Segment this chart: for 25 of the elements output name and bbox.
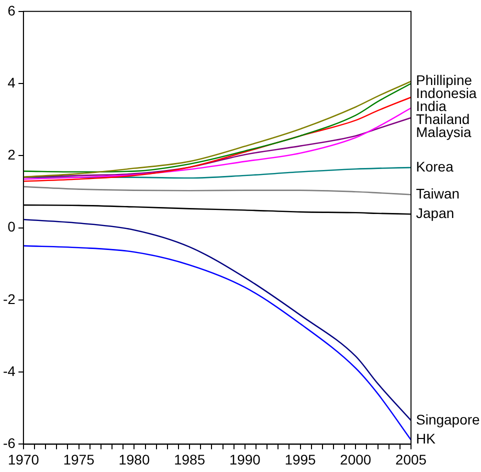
line-series — [23, 186, 411, 196]
x-tick-label: 1990 — [229, 451, 261, 468]
y-tick-label: 2 — [8, 146, 16, 163]
line-series — [23, 245, 411, 441]
series-label: HK — [416, 430, 436, 447]
y-tick-label: -6 — [2, 435, 16, 452]
x-tick-label: 1970 — [8, 451, 40, 468]
y-tick-label: 4 — [8, 74, 16, 90]
x-tick-label: 1975 — [63, 451, 95, 468]
line-series — [23, 117, 411, 178]
y-tick-label: -2 — [2, 290, 16, 307]
y-tick-label: 0 — [8, 218, 16, 235]
y-tick-label: 6 — [8, 2, 16, 18]
series-label: Taiwan — [416, 185, 460, 202]
x-tick-label: 2000 — [340, 451, 372, 468]
x-tick-label: 1995 — [284, 451, 316, 468]
line-series — [23, 218, 411, 422]
x-tick-label: 1985 — [174, 451, 206, 468]
y-tick-label: -4 — [2, 362, 16, 379]
x-tick-label: 1980 — [118, 451, 150, 468]
series-label: Phillipine — [416, 72, 472, 88]
series-label: Korea — [416, 158, 454, 174]
series-label: Japan — [416, 204, 454, 221]
x-tick-label: 2005 — [395, 451, 427, 468]
series-label: Singapore — [416, 411, 480, 428]
